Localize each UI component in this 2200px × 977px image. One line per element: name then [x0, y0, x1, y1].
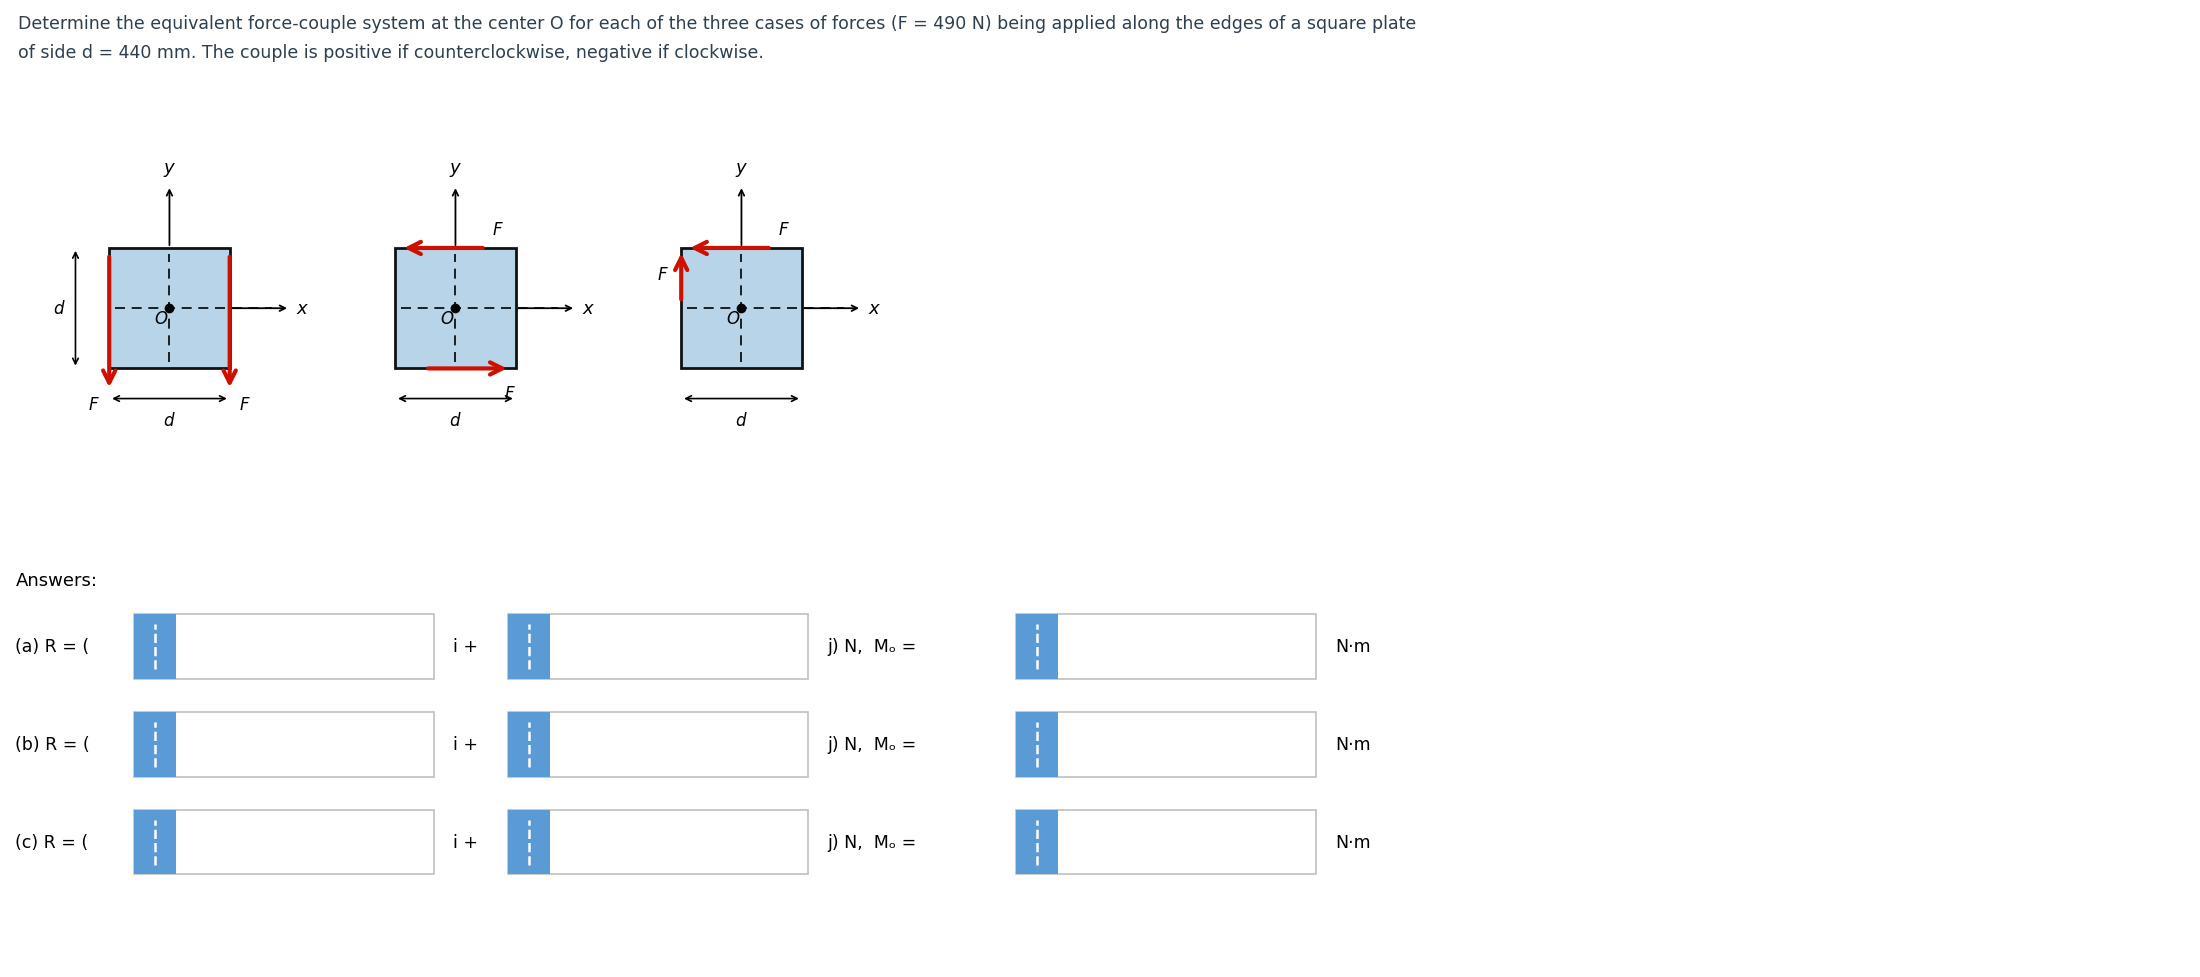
Bar	[1016, 615, 1058, 679]
Text: $d$: $d$	[449, 411, 462, 429]
Bar	[508, 615, 550, 679]
Text: $d$: $d$	[163, 411, 176, 429]
Bar	[508, 810, 550, 874]
Text: $O$: $O$	[726, 310, 739, 327]
Text: j) N,  Mₒ =: j) N, Mₒ =	[827, 833, 917, 851]
Bar	[110, 249, 229, 369]
Text: $O$: $O$	[440, 310, 453, 327]
Bar	[396, 249, 515, 369]
Text: $F$: $F$	[777, 221, 790, 239]
Text: $F$: $F$	[504, 385, 515, 403]
Bar	[134, 615, 176, 679]
Text: j) N,  Mₒ =: j) N, Mₒ =	[827, 736, 917, 753]
Text: N·m: N·m	[1335, 638, 1371, 656]
Text: $y$: $y$	[163, 161, 176, 179]
Text: $O$: $O$	[154, 310, 167, 327]
Text: i +: i +	[453, 736, 477, 753]
Bar	[1016, 810, 1058, 874]
Text: (b) R = (: (b) R = (	[15, 736, 90, 753]
Text: (a) R = (: (a) R = (	[15, 638, 90, 656]
Text: $F$: $F$	[658, 266, 669, 284]
Text: $x$: $x$	[297, 300, 310, 318]
Text: N·m: N·m	[1335, 736, 1371, 753]
Text: Answers:: Answers:	[15, 572, 97, 589]
Text: $y$: $y$	[449, 161, 462, 179]
Text: $F$: $F$	[88, 396, 99, 413]
Text: $x$: $x$	[583, 300, 596, 318]
Text: j) N,  Mₒ =: j) N, Mₒ =	[827, 638, 917, 656]
Text: (c) R = (: (c) R = (	[15, 833, 88, 851]
Text: i +: i +	[453, 833, 477, 851]
Text: i +: i +	[453, 638, 477, 656]
Text: $F$: $F$	[240, 396, 251, 413]
Text: N·m: N·m	[1335, 833, 1371, 851]
Text: of side d = 440 mm. The couple is positive if counterclockwise, negative if cloc: of side d = 440 mm. The couple is positi…	[18, 44, 763, 62]
Text: $x$: $x$	[869, 300, 882, 318]
Bar	[1016, 712, 1058, 777]
Text: $d$: $d$	[735, 411, 748, 429]
Text: $y$: $y$	[735, 161, 748, 179]
Text: $F$: $F$	[491, 221, 504, 239]
Bar	[134, 810, 176, 874]
Bar	[682, 249, 801, 369]
Text: Determine the equivalent force-couple system at the center O for each of the thr: Determine the equivalent force-couple sy…	[18, 15, 1417, 32]
Bar	[134, 712, 176, 777]
Text: $d$: $d$	[53, 300, 66, 318]
Bar	[508, 712, 550, 777]
